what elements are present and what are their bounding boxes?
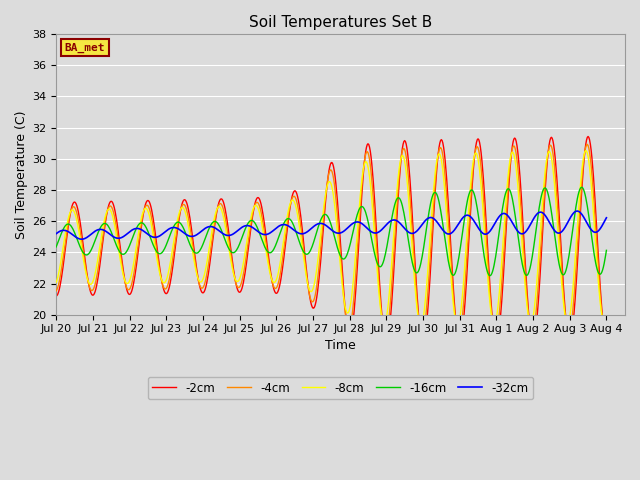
-2cm — [603, 336, 611, 342]
X-axis label: Time: Time — [325, 338, 356, 352]
-32cm — [377, 228, 385, 233]
-16cm — [578, 184, 586, 190]
-2cm — [431, 188, 439, 193]
-16cm — [431, 190, 438, 195]
-32cm — [603, 215, 611, 221]
-8cm — [376, 303, 384, 309]
-8cm — [553, 211, 561, 216]
-8cm — [417, 323, 424, 328]
-4cm — [603, 327, 611, 333]
-32cm — [431, 217, 439, 223]
Line: -16cm: -16cm — [56, 187, 607, 276]
Text: BA_met: BA_met — [65, 42, 105, 53]
-16cm — [553, 247, 561, 253]
-4cm — [196, 284, 204, 290]
-32cm — [324, 224, 332, 229]
-4cm — [584, 142, 591, 147]
Y-axis label: Soil Temperature (C): Soil Temperature (C) — [15, 110, 28, 239]
-2cm — [376, 289, 384, 295]
Line: -8cm: -8cm — [56, 151, 607, 325]
Line: -2cm: -2cm — [56, 136, 607, 343]
-8cm — [582, 148, 589, 154]
Legend: -2cm, -4cm, -8cm, -16cm, -32cm: -2cm, -4cm, -8cm, -16cm, -32cm — [148, 377, 533, 399]
-16cm — [603, 248, 611, 253]
-2cm — [323, 186, 330, 192]
-4cm — [381, 332, 389, 338]
-32cm — [553, 229, 561, 235]
-8cm — [173, 220, 180, 226]
Line: -32cm: -32cm — [56, 211, 607, 239]
-16cm — [173, 220, 180, 226]
-32cm — [573, 208, 581, 214]
-8cm — [431, 169, 439, 175]
-2cm — [383, 340, 390, 346]
-8cm — [196, 279, 204, 285]
-2cm — [52, 293, 60, 299]
-32cm — [174, 226, 182, 231]
-4cm — [431, 180, 439, 185]
-8cm — [52, 279, 60, 285]
-2cm — [173, 232, 180, 238]
-16cm — [486, 273, 494, 278]
-8cm — [323, 185, 330, 191]
-8cm — [603, 313, 611, 319]
-16cm — [376, 264, 384, 270]
-4cm — [323, 184, 330, 190]
-16cm — [52, 244, 60, 250]
-2cm — [584, 133, 592, 139]
Line: -4cm: -4cm — [56, 144, 607, 335]
-16cm — [196, 246, 204, 252]
-32cm — [77, 236, 85, 242]
-32cm — [198, 228, 205, 234]
-32cm — [52, 231, 60, 237]
-2cm — [553, 174, 561, 180]
-4cm — [376, 298, 384, 303]
Title: Soil Temperatures Set B: Soil Temperatures Set B — [249, 15, 432, 30]
-2cm — [196, 287, 204, 292]
-4cm — [553, 191, 561, 197]
-4cm — [173, 227, 180, 232]
-16cm — [323, 212, 330, 218]
-4cm — [52, 288, 60, 294]
